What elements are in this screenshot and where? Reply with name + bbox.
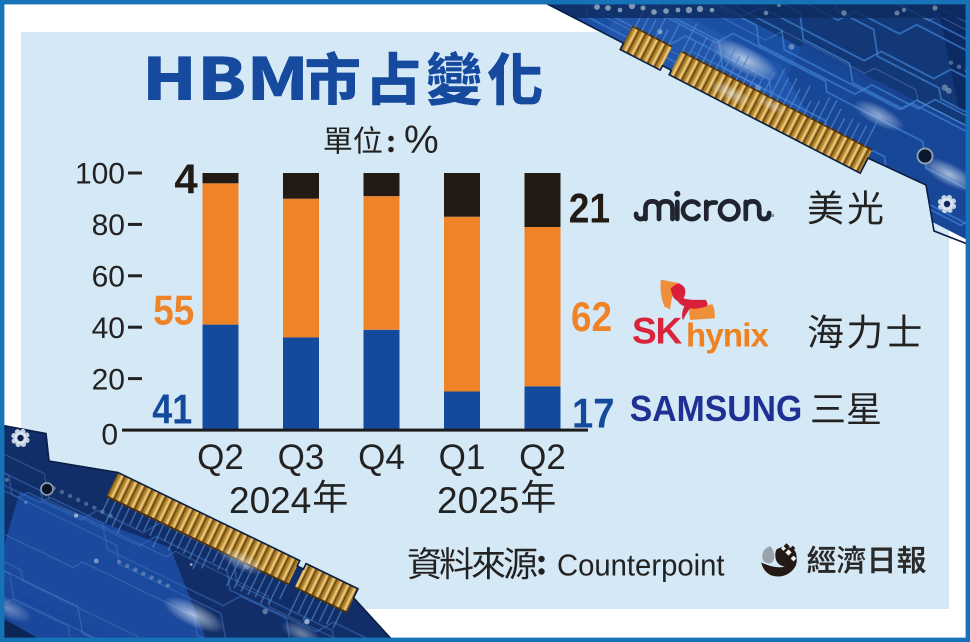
- svg-text:™: ™: [767, 213, 775, 222]
- svg-text:80: 80: [92, 209, 125, 242]
- svg-text:Counterpoint: Counterpoint: [557, 548, 725, 583]
- svg-text:21: 21: [569, 185, 610, 232]
- svg-text:SAMSUNG: SAMSUNG: [630, 388, 802, 429]
- svg-text:2024: 2024: [229, 480, 311, 521]
- svg-text:Q2: Q2: [197, 438, 244, 477]
- svg-text:hynix: hynix: [686, 317, 770, 354]
- svg-text:0: 0: [101, 419, 118, 452]
- svg-text:55: 55: [153, 286, 194, 333]
- svg-text:2025: 2025: [437, 480, 519, 521]
- svg-text:SK: SK: [632, 311, 682, 352]
- svg-text:20: 20: [92, 363, 125, 396]
- svg-text:41: 41: [152, 386, 192, 433]
- svg-text:100: 100: [75, 158, 125, 191]
- svg-text:Q2: Q2: [519, 438, 566, 477]
- svg-text:40: 40: [92, 312, 125, 345]
- svg-text:Q3: Q3: [278, 438, 325, 477]
- svg-text:Q1: Q1: [439, 438, 486, 477]
- svg-text:Q4: Q4: [358, 438, 405, 477]
- svg-text:17: 17: [572, 390, 615, 437]
- svg-text:60: 60: [92, 261, 125, 294]
- svg-text:4: 4: [174, 156, 198, 203]
- svg-text:62: 62: [571, 293, 612, 340]
- svg-text:%: %: [404, 119, 439, 162]
